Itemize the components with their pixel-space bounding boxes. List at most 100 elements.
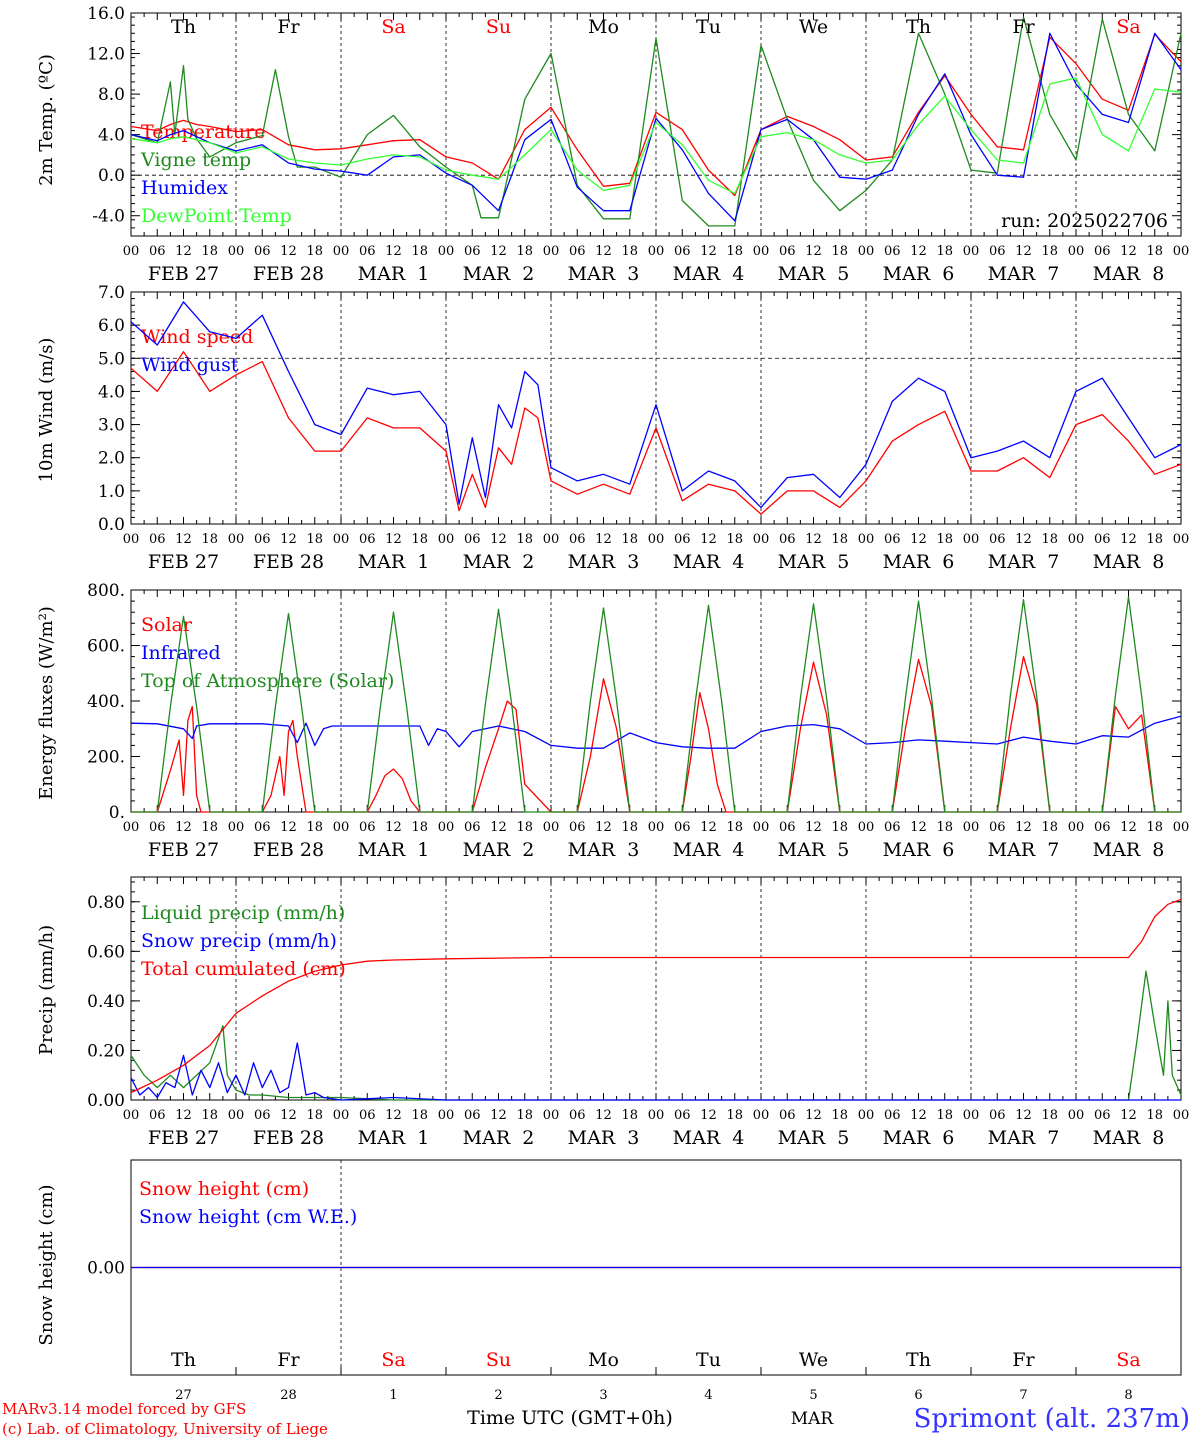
date-label: MAR 3 [568,839,640,861]
hour-tick-label: 06 [674,244,691,259]
snow-legend-entry: Snow height (cm W.E.) [139,1206,357,1228]
hour-tick-label: 00 [1068,820,1085,835]
weekday-label: Mo [588,16,619,38]
hour-tick-label: 18 [516,820,533,835]
weekday-label: Tu [696,1349,721,1371]
wind-legend-entry: Wind speed [141,326,253,348]
date-label: FEB 27 [148,551,219,573]
precip-ylabel: Precip (mm/h) [36,925,57,1055]
hour-tick-label: 06 [989,1108,1006,1123]
weekday-label: Th [906,16,931,38]
hour-tick-label: 00 [228,532,245,547]
hour-tick-label: 06 [359,244,376,259]
day-number-label: 3 [599,1388,607,1403]
date-label: MAR 6 [883,551,955,573]
hour-tick-label: 18 [1146,1108,1163,1123]
hour-tick-label: 18 [411,244,428,259]
y-tick-label: 0.0 [98,166,125,186]
temp-legend-entry: Vigne temp [140,149,251,171]
hour-tick-label: 00 [1173,1108,1190,1123]
hour-tick-label: 18 [411,532,428,547]
hour-tick-label: 00 [963,1108,980,1123]
temp-series-vigne-temp [130,16,1182,227]
model-credit-line: MARv3.14 model forced by GFS [2,1400,246,1418]
hour-tick-label: 06 [989,244,1006,259]
snow-panel: 0.00 Snow height (cm) Snow height (cm) Snow… [36,1159,1182,1403]
date-label: FEB 28 [253,263,324,285]
y-tick-label: 0.80 [87,893,125,913]
hour-tick-label: 12 [595,1108,612,1123]
hour-tick-label: 12 [1120,1108,1137,1123]
hour-tick-label: 00 [1068,244,1085,259]
hour-tick-label: 18 [1146,244,1163,259]
hour-tick-label: 12 [700,1108,717,1123]
temp-legend-entry: Humidex [141,177,228,199]
hour-tick-label: 18 [201,1108,218,1123]
hour-tick-label: 00 [963,532,980,547]
hour-tick-label: 00 [963,820,980,835]
weekday-label: Fr [277,1349,300,1371]
hour-tick-label: 06 [1094,1108,1111,1123]
hour-tick-label: 18 [621,244,638,259]
hour-tick-label: 06 [569,1108,586,1123]
weekday-label: Sa [381,16,405,38]
hour-tick-label: 00 [1173,532,1190,547]
hour-tick-label: 18 [831,820,848,835]
hour-tick-label: 06 [359,1108,376,1123]
hour-tick-label: 00 [123,244,140,259]
hour-tick-label: 06 [989,532,1006,547]
hour-tick-label: 18 [516,532,533,547]
hour-tick-label: 12 [595,244,612,259]
hour-tick-label: 18 [936,820,953,835]
hour-tick-label: 12 [910,244,927,259]
y-tick-label: 600. [87,637,125,657]
date-label: MAR 2 [463,263,535,285]
date-label: MAR 2 [463,551,535,573]
wind-series-wind-gust [130,301,1182,509]
hour-tick-label: 06 [464,244,481,259]
hour-tick-label: 18 [621,820,638,835]
date-label: MAR 5 [778,839,850,861]
hour-tick-label: 00 [333,1108,350,1123]
wind-legend-entry: Wind gust [141,354,239,376]
hour-tick-label: 06 [359,532,376,547]
y-tick-label: 4.0 [98,126,125,146]
hour-tick-label: 18 [411,1108,428,1123]
hour-tick-label: 12 [280,1108,297,1123]
hour-tick-label: 18 [516,244,533,259]
hour-tick-label: 00 [648,1108,665,1123]
weekday-label: Tu [696,16,721,38]
weekday-label: Th [171,16,196,38]
weekday-label: Mo [588,1349,619,1371]
temp-legend-entry: Temperature [141,121,265,143]
hour-tick-label: 12 [490,820,507,835]
hour-tick-label: 12 [700,820,717,835]
hour-tick-label: 00 [648,820,665,835]
temp-series-dewpoint-temp [130,77,1182,195]
hour-tick-label: 00 [648,244,665,259]
wind-series-wind-speed [130,351,1182,515]
weekday-label: Fr [277,16,300,38]
hour-tick-label: 06 [779,820,796,835]
hour-tick-label: 06 [1094,820,1111,835]
day-number-label: 8 [1124,1388,1132,1403]
date-label: MAR 7 [988,839,1060,861]
y-tick-label: 200. [87,748,125,768]
y-tick-label: 6.0 [98,316,125,336]
hour-tick-label: 00 [1068,532,1085,547]
date-label: MAR 4 [673,839,745,861]
y-tick-label: 8.0 [98,85,125,105]
time-axis-label: Time UTC (GMT+0h) [467,1407,673,1429]
date-label: FEB 28 [253,839,324,861]
day-number-label: 4 [704,1388,712,1403]
hour-tick-label: 00 [858,1108,875,1123]
hour-tick-label: 00 [543,244,560,259]
hour-tick-label: 00 [228,820,245,835]
hour-tick-label: 12 [385,532,402,547]
hour-tick-label: 18 [831,244,848,259]
hour-tick-label: 06 [884,532,901,547]
date-label: MAR 3 [568,263,640,285]
hour-tick-label: 12 [805,820,822,835]
hour-tick-label: 00 [753,532,770,547]
